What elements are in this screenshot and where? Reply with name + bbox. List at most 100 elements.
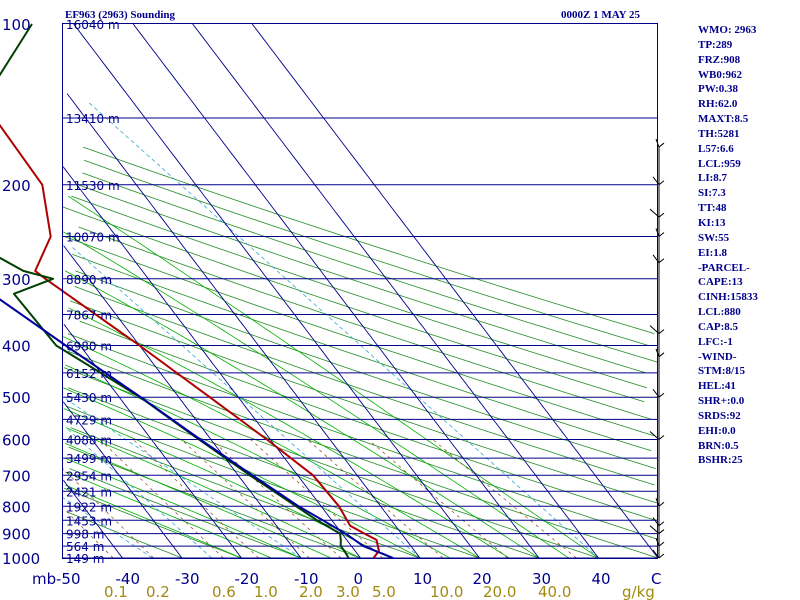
- mixing-ratio-line: [99, 439, 224, 559]
- isotherm-line: [66, 93, 421, 559]
- pressure-tick-label: 1000: [2, 550, 40, 568]
- wind-barb-feather: [658, 541, 665, 547]
- secondary-dashed-line: [87, 101, 599, 559]
- mixing-ratio-lines: [62, 439, 577, 559]
- pressure-tick-label: 800: [2, 498, 31, 516]
- moist-adiabat-line: [65, 484, 242, 559]
- dry-adiabat-line: [75, 270, 656, 469]
- pressure-tick-label: 300: [2, 271, 31, 289]
- pressure-tick-label: 700: [2, 467, 31, 485]
- dry-adiabat-line: [82, 172, 658, 363]
- index-item: LCL:959: [698, 157, 741, 170]
- dry-adiabat-line: [83, 159, 649, 346]
- mixing-ratio-line: [63, 508, 114, 559]
- height-label: 8890 m: [66, 273, 112, 287]
- secondary-dashed-lines: [62, 101, 599, 559]
- moist-adiabats: [63, 195, 599, 559]
- temperature-tick-label: C: [651, 570, 661, 588]
- index-item: BRN:0.5: [698, 439, 739, 452]
- pressure-tick-label: 500: [2, 389, 31, 407]
- wind-barb-feather: [658, 553, 665, 559]
- dry-adiabat-line: [67, 350, 659, 559]
- index-item: L57:6.6: [698, 142, 734, 155]
- index-item: LCL:880: [698, 306, 741, 319]
- temperature-tick-label: -40: [116, 570, 141, 588]
- height-label: 1453 m: [66, 514, 112, 528]
- mixing-ratio-line: [250, 439, 383, 559]
- temperature-tick-label: -20: [235, 570, 260, 588]
- isotherm-line: [63, 324, 242, 559]
- temperature-profile: [0, 123, 380, 559]
- index-item: TH:5281: [698, 127, 740, 140]
- isotherm-line: [63, 479, 123, 559]
- moist-adiabat-line: [63, 387, 421, 559]
- height-label: 13410 m: [66, 112, 120, 126]
- isobars: [63, 117, 658, 559]
- index-item: -WIND-: [698, 350, 737, 363]
- mixing-ratio-label: 0.2: [146, 583, 170, 600]
- wind-barb-feather: [658, 521, 665, 527]
- index-item: CAPE:13: [698, 276, 743, 289]
- pressure-tick-label: 100: [2, 16, 31, 34]
- height-label: 1922 m: [66, 500, 112, 514]
- index-item: EI:1.8: [698, 246, 728, 259]
- dry-adiabat-line: [68, 446, 361, 559]
- index-item: HEL:41: [698, 380, 736, 393]
- wind-barbs: [649, 138, 665, 559]
- wind-barb-feather: [658, 212, 665, 218]
- wind-barb-feather: [658, 142, 665, 148]
- index-item: -PARCEL-: [698, 261, 750, 274]
- wind-barb-feather: [658, 435, 665, 440]
- wind-barb-feather: [658, 501, 665, 507]
- index-item: LFC:-1: [698, 335, 733, 348]
- plot-frame: [62, 23, 658, 559]
- moist-adiabat-line: [64, 457, 302, 559]
- index-item: LI:8.7: [698, 172, 728, 185]
- index-item: CINH:15833: [698, 291, 758, 304]
- secondary-dashed-line: [62, 497, 153, 559]
- height-label: 6980 m: [66, 340, 112, 354]
- mixing-ratio-label: 3.0: [336, 583, 360, 600]
- dry-adiabats: [62, 146, 659, 559]
- station-title: EF963 (2963) Sounding: [65, 9, 176, 21]
- index-item: TP:289: [698, 38, 733, 51]
- index-item: RH:62.0: [698, 98, 738, 111]
- mixing-ratio-line: [133, 439, 259, 559]
- mixing-ratio-label: g/kg: [622, 583, 655, 600]
- dry-adiabat-line: [71, 195, 648, 389]
- isotherms: [62, 23, 659, 559]
- moist-adiabat-line: [65, 270, 540, 559]
- isotherm-line: [73, 23, 480, 559]
- mixing-ratio-line: [62, 468, 154, 559]
- height-label: 5430 m: [66, 391, 112, 405]
- stability-indices-panel: WMO: 2963 TP:289 FRZ:908 WB0:962 PW:0.38 RH:6…: [698, 23, 798, 468]
- wind-barb: [652, 517, 660, 527]
- moist-adiabat-line: [67, 195, 599, 559]
- wind-barb: [652, 176, 660, 186]
- temperature-tick-label: 0: [354, 570, 364, 588]
- height-label: 4088 m: [66, 434, 112, 448]
- temperature-tick-label: 30: [532, 570, 551, 588]
- wind-barb-feather: [658, 392, 665, 398]
- isotherm-line: [132, 23, 540, 559]
- temperature-tick-label: 10: [413, 570, 432, 588]
- dry-adiabat-line: [72, 253, 652, 452]
- wind-barb: [652, 388, 660, 398]
- mixing-ratio-label: 0.6: [212, 583, 236, 600]
- dry-adiabat-line: [64, 236, 654, 436]
- dry-adiabat-line: [69, 468, 302, 559]
- pressure-tick-label: 200: [2, 177, 31, 195]
- mixing-ratio-label: 10.0: [430, 583, 463, 600]
- dry-adiabat-line: [79, 320, 656, 521]
- dry-adiabat-line: [70, 427, 421, 559]
- wind-barb-feather: [658, 529, 665, 534]
- isotherm-line: [63, 245, 302, 559]
- height-label: 998 m: [66, 528, 104, 542]
- index-item: SHR+:0.0: [698, 395, 745, 408]
- index-item: SRDS:92: [698, 409, 741, 422]
- dry-adiabat-line: [69, 300, 659, 504]
- secondary-dashed-line: [70, 245, 421, 559]
- secondary-dashed-line: [65, 427, 213, 559]
- height-label: 3499 m: [66, 452, 112, 466]
